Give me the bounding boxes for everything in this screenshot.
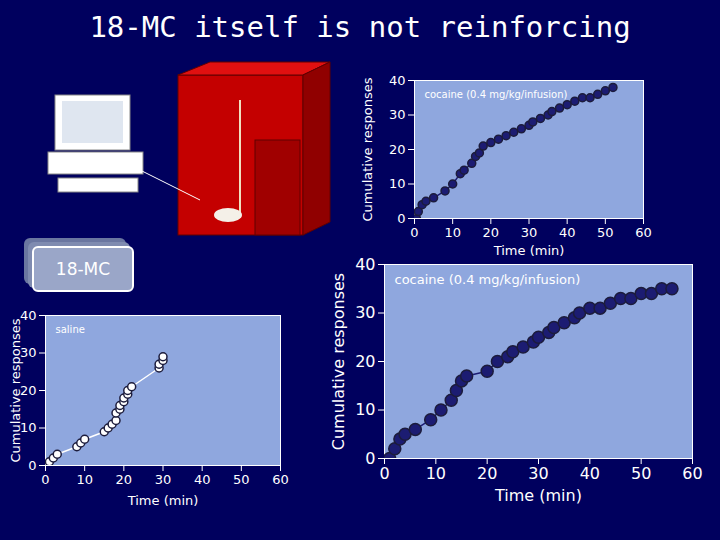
svg-text:Time (min): Time (min) [127,493,199,508]
svg-text:50: 50 [631,464,651,483]
svg-text:10: 10 [355,400,375,419]
svg-text:50: 50 [597,225,614,240]
svg-text:20: 20 [477,464,497,483]
svg-text:20: 20 [483,225,500,240]
svg-text:0: 0 [365,449,375,468]
svg-text:0: 0 [379,464,389,483]
svg-text:10: 10 [389,176,406,191]
svg-text:10: 10 [444,225,461,240]
svg-text:30: 30 [355,303,375,322]
svg-text:0: 0 [28,458,36,473]
svg-text:cocaine (0.4 mg/kg/infusion): cocaine (0.4 mg/kg/infusion) [425,89,568,100]
svg-text:60: 60 [682,464,702,483]
svg-text:20: 20 [116,472,133,487]
svg-text:Cumulative responses: Cumulative responses [8,318,23,462]
svg-text:40: 40 [559,225,576,240]
svg-text:10: 10 [76,472,93,487]
svg-text:30: 30 [155,472,172,487]
svg-text:40: 40 [194,472,211,487]
svg-text:saline: saline [56,324,85,335]
svg-text:30: 30 [521,225,538,240]
svg-text:30: 30 [389,107,406,122]
svg-text:Time (min): Time (min) [493,243,565,258]
svg-text:0: 0 [410,225,418,240]
svg-text:40: 40 [389,73,406,88]
svg-text:20: 20 [389,142,406,157]
svg-text:60: 60 [272,472,289,487]
svg-text:Cumulative responses: Cumulative responses [360,77,375,221]
svg-text:30: 30 [528,464,548,483]
svg-text:60: 60 [635,225,652,240]
svg-text:10: 10 [20,420,37,436]
svg-text:10: 10 [426,464,446,483]
svg-text:40: 40 [355,255,375,274]
svg-text:Cumulative responses: Cumulative responses [329,273,348,450]
svg-text:50: 50 [233,472,250,487]
svg-text:Time (min): Time (min) [494,486,582,505]
svg-text:40: 40 [20,307,37,323]
svg-text:30: 30 [20,345,37,361]
svg-text:cocaine (0.4 mg/kg/infusion): cocaine (0.4 mg/kg/infusion) [395,272,581,287]
html-text:18-MC: 18-MC [55,259,111,279]
svg-text:20: 20 [355,352,375,371]
svg-text:40: 40 [580,464,600,483]
html-text:18-MC itself is not reinforcin: 18-MC itself is not reinforcing [89,10,631,44]
svg-text:0: 0 [397,211,405,226]
svg-text:0: 0 [41,472,49,487]
svg-text:20: 20 [20,382,37,398]
